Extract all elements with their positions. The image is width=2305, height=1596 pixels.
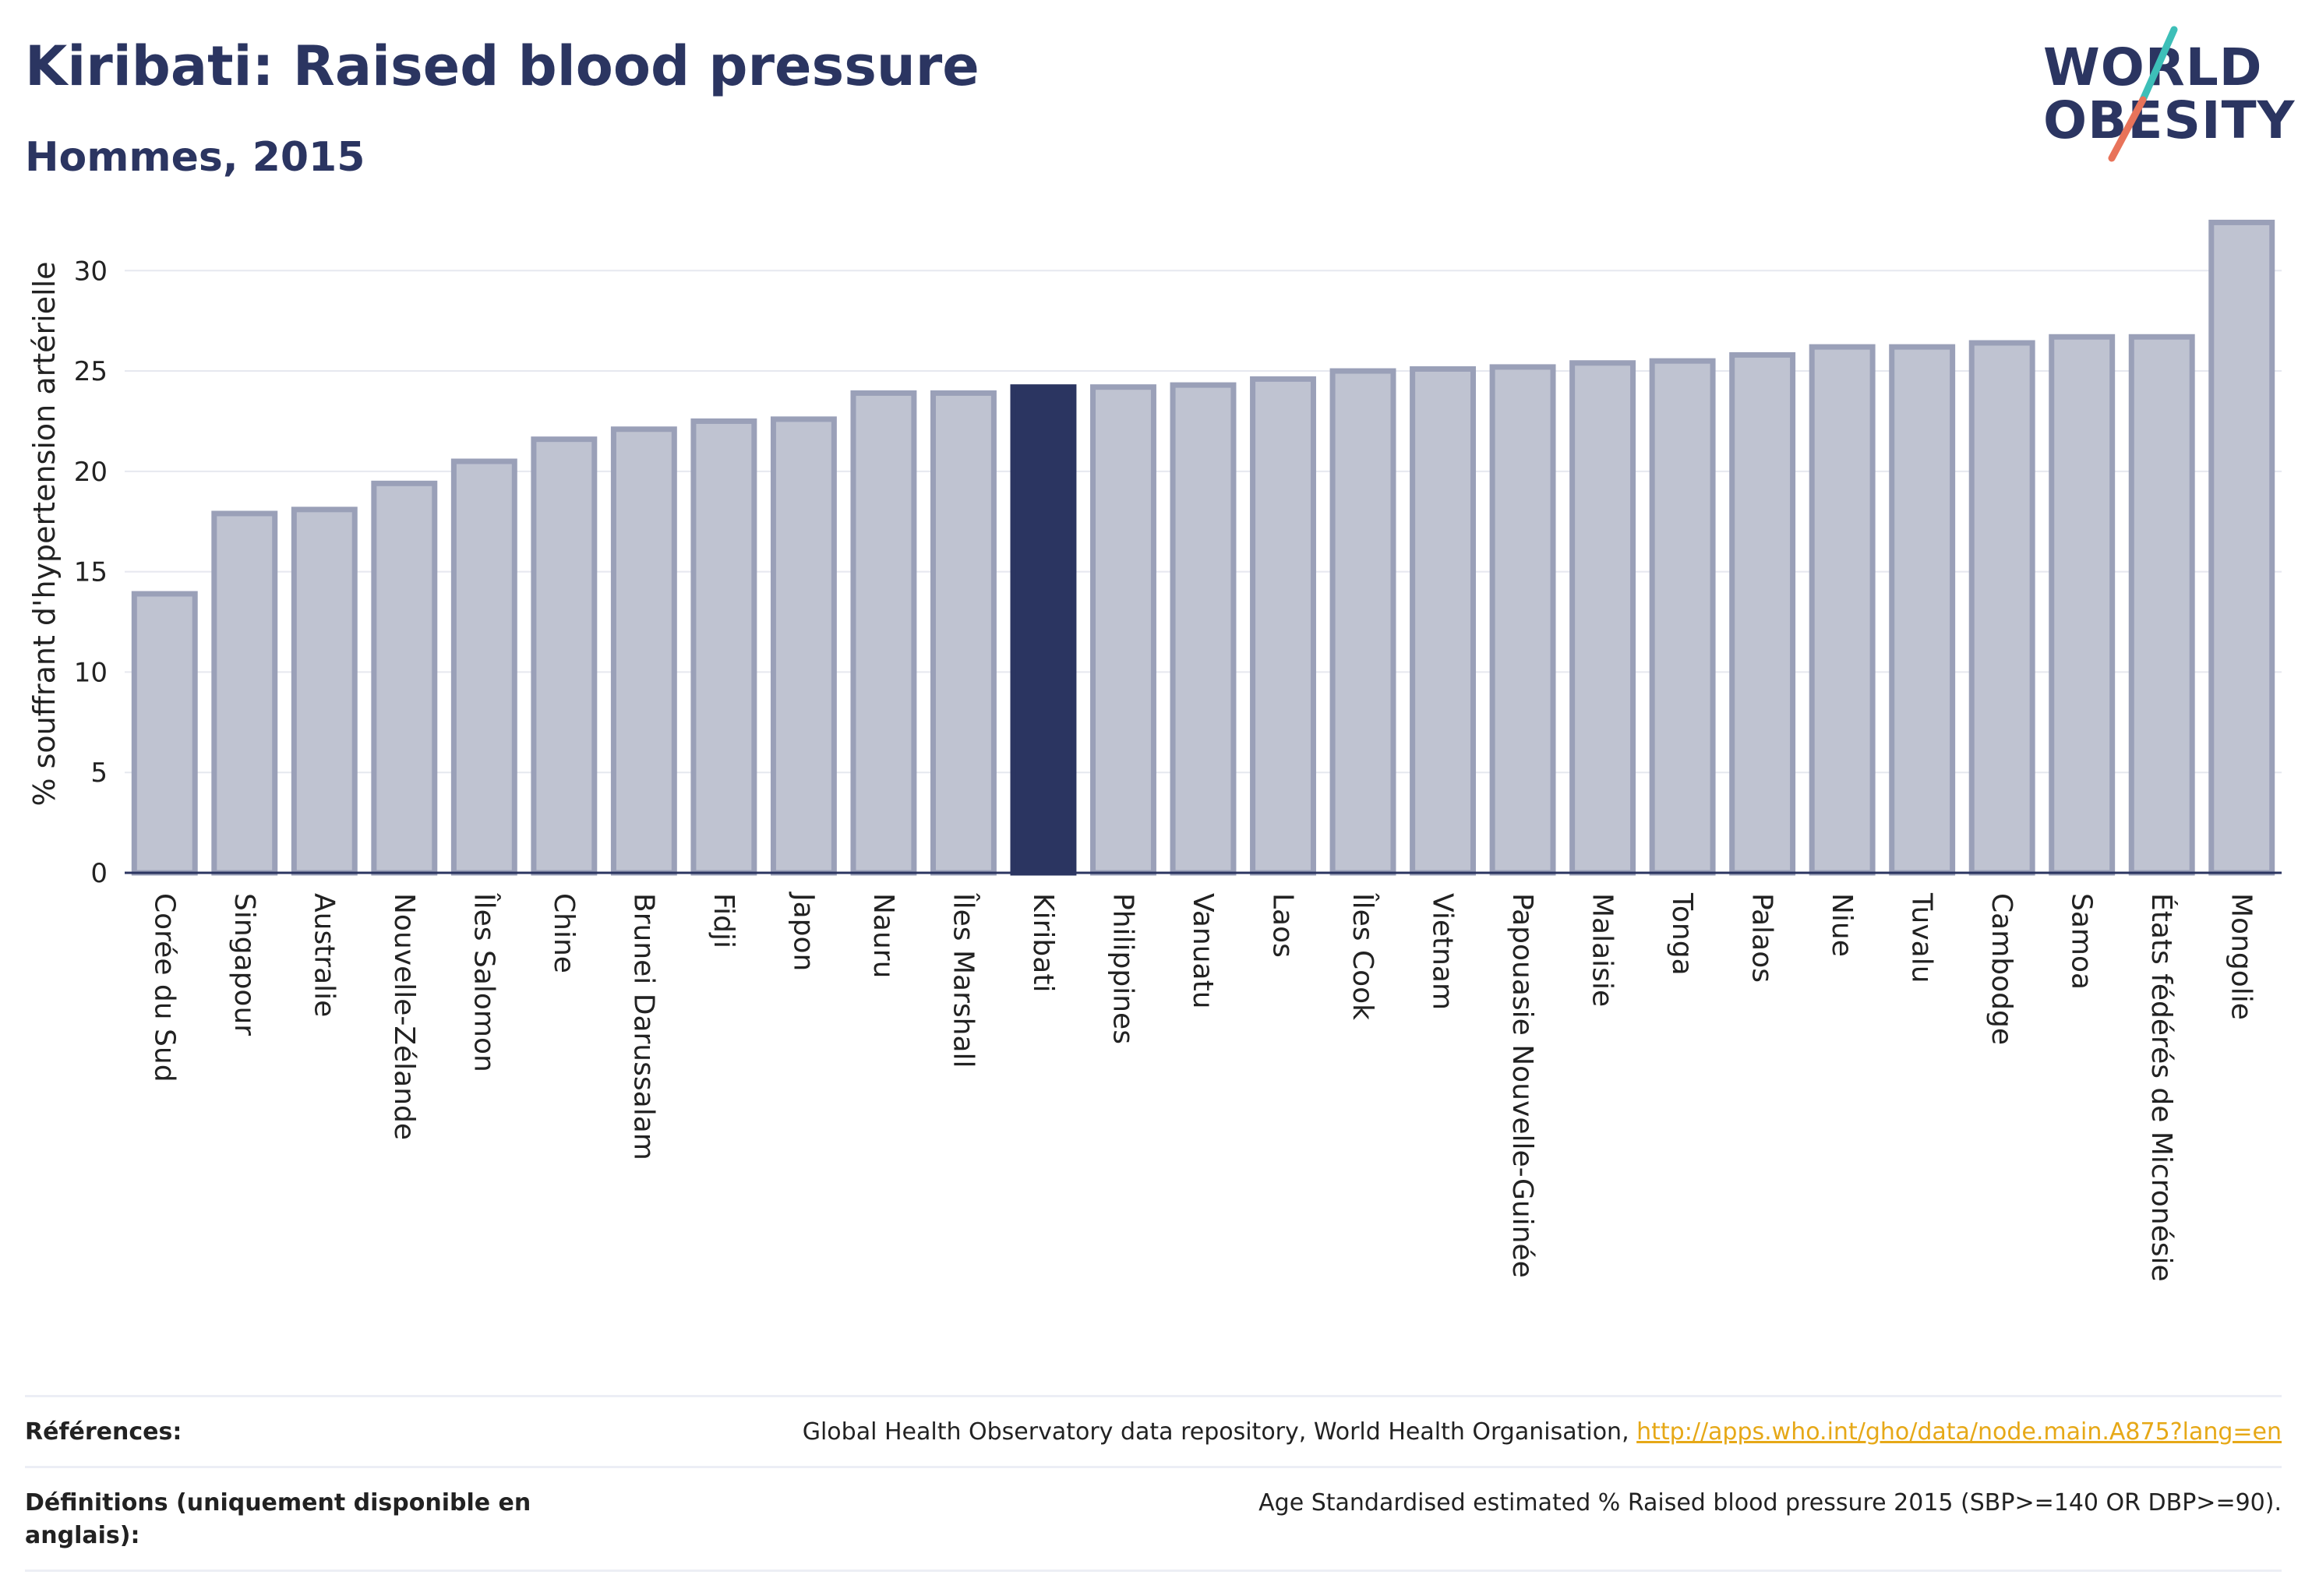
y-tick-label: 5 [90,757,108,789]
bar [1889,344,1956,876]
bar [1410,365,1477,876]
bar [770,416,837,876]
y-tick-label: 20 [74,457,108,488]
logo-line-1: WORLD [2043,37,2263,97]
references-row: Références: Global Health Observatory da… [25,1395,2282,1466]
x-tick-label: Vietnam [1427,893,1459,1010]
x-tick-label: Vanuatu [1187,893,1219,1009]
bar [1329,368,1396,876]
bar [1010,384,1077,876]
x-tick-label: Japon [787,892,819,971]
bar [690,418,757,876]
bar [1250,376,1316,876]
x-tick-label: Brunei Darussalam [627,893,659,1160]
x-tick-label: Singapour [228,893,260,1036]
bar [2128,334,2195,876]
bar [930,390,997,876]
definitions-row: Définitions (uniquement disponible en an… [25,1466,2282,1572]
y-tick-label: 10 [74,657,108,688]
bar [211,510,278,876]
y-tick-label: 25 [74,356,108,387]
bar [371,480,438,876]
bar [1170,382,1237,876]
y-tick-label: 0 [90,858,108,889]
x-tick-label: Mongolie [2226,893,2257,1020]
bar [610,426,677,876]
bar [1809,344,1876,876]
bar [291,507,358,876]
chart-title: Kiribati: Raised blood pressure [25,34,980,98]
x-tick-label: Nauru [867,893,899,978]
x-tick-label: Australie [308,893,340,1017]
x-tick-label: Laos [1267,893,1299,958]
definitions-value: Age Standardised estimated % Raised bloo… [1258,1489,2282,1517]
bar-chart: 0 5 10 15 20 25 30 % souffrant d'hypertension a… [27,219,2282,1282]
bar [850,390,917,876]
x-tick-label: Tonga [1666,892,1698,976]
x-tick-label: Îles Cook [1347,892,1379,1020]
bar [1090,384,1156,876]
x-tick-label: Îles Salomon [468,892,500,1072]
x-tick-label: Fidji [708,893,740,948]
references-link[interactable]: http://apps.who.int/gho/data/node.main.A… [1636,1418,2282,1446]
x-tick-label: Niue [1826,893,1858,957]
references-label: Références: [25,1418,182,1446]
bar [131,591,198,876]
x-tick-label: Îles Marshall [947,892,980,1068]
logo-line-2: OBESITY [2043,90,2296,150]
bar [1489,364,1556,876]
definitions-label: Définitions (uniquement disponible en an… [25,1489,531,1549]
logo-slash-icon [2108,26,2178,162]
references-value: Global Health Observatory data repositor… [803,1416,2282,1449]
bar [2208,219,2275,876]
x-tick-label: Tuvalu [1906,892,1938,983]
x-tick-label: Malaisie [1587,893,1618,1007]
bar [1968,340,2035,876]
x-tick-label: Cambodge [1986,893,2017,1045]
y-tick-label: 15 [74,557,108,588]
reference-table: Références: Global Health Observatory da… [25,1395,2282,1572]
y-tick-label: 30 [74,256,108,287]
world-obesity-logo: WORLD OBESITY [2026,22,2294,162]
x-tick-label: Samoa [2066,893,2098,990]
bar [1649,358,1716,876]
bar [1729,351,1796,876]
x-tick-label: Philippines [1107,893,1138,1044]
x-tick-label: Nouvelle-Zélande [388,893,420,1140]
references-text: Global Health Observatory data repositor… [802,1418,1637,1446]
chart-subtitle: Hommes, 2015 [25,134,365,181]
x-tick-label: Chine [548,893,580,973]
x-tick-label: Corée du Sud [148,893,180,1082]
bar [450,458,517,876]
x-tick-label: Kiribati [1027,893,1059,992]
bar [531,436,598,876]
x-tick-label: Palaos [1746,893,1778,983]
x-tick-label: États fédérés de Micronésie [2145,893,2178,1282]
bar [2049,334,2116,876]
bar [1569,360,1636,876]
x-tick-label: Papouasie Nouvelle-Guinée [1506,893,1538,1278]
y-axis-label: % souffrant d'hypertension artérielle [27,261,62,806]
